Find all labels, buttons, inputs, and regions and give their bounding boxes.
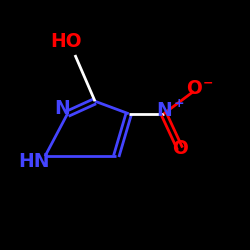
- Text: O: O: [172, 139, 188, 158]
- Text: O: O: [186, 79, 202, 98]
- Text: N: N: [156, 100, 172, 119]
- Text: HO: HO: [50, 32, 82, 51]
- Text: HN: HN: [18, 152, 50, 171]
- Text: −: −: [203, 76, 213, 90]
- Text: N: N: [54, 99, 70, 118]
- Text: +: +: [174, 97, 184, 110]
